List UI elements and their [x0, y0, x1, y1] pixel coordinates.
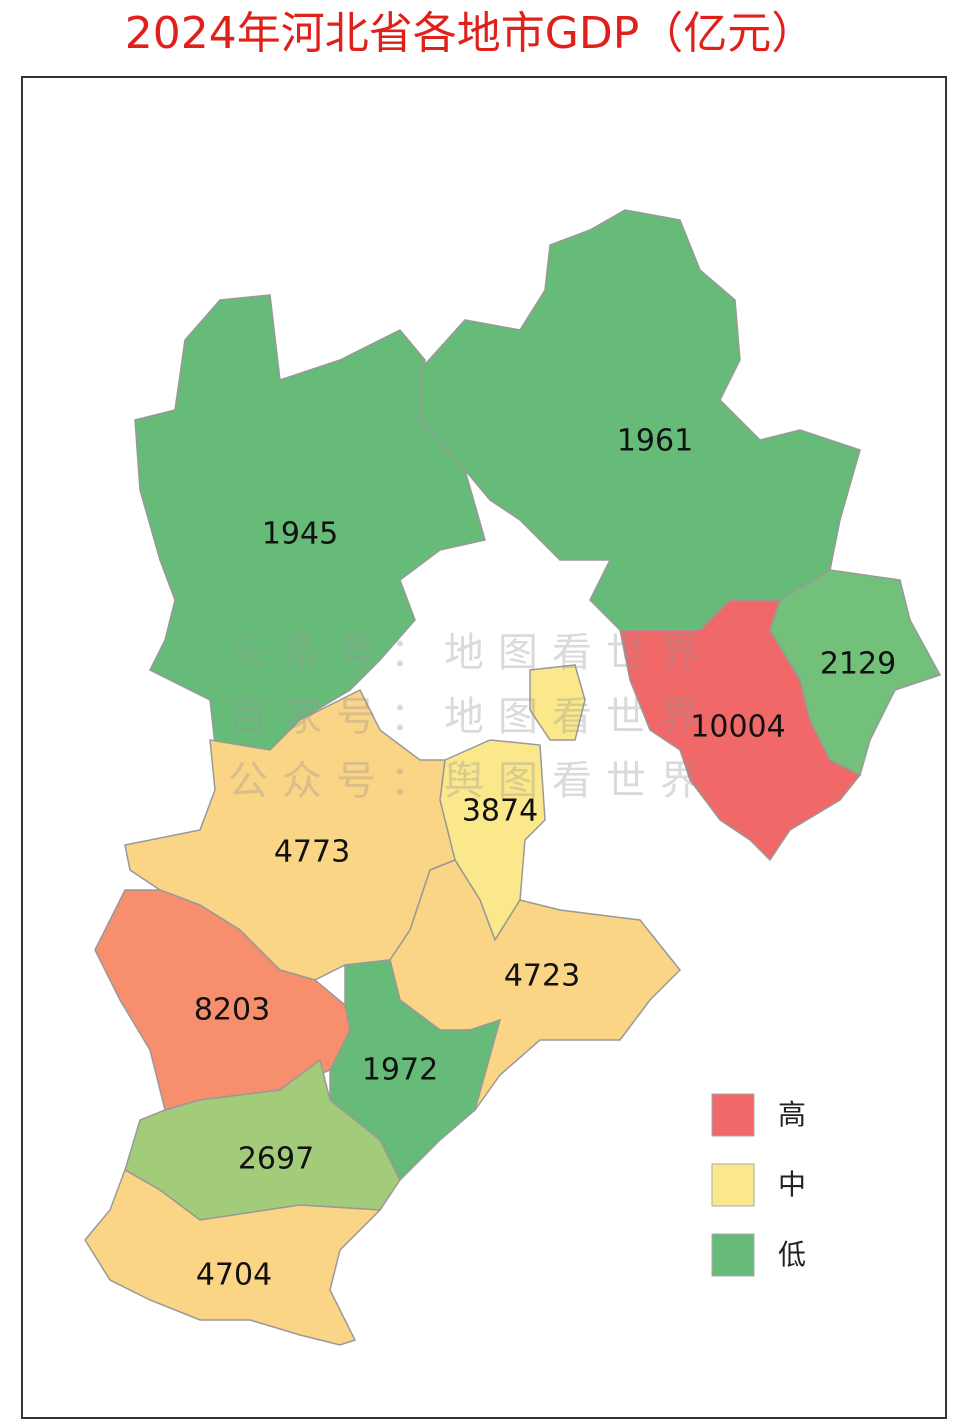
- region-value: 3874: [462, 794, 538, 829]
- region-value: 8203: [194, 993, 270, 1028]
- region: [769, 569, 942, 777]
- legend-label: 低: [778, 1238, 806, 1271]
- watermark: 百家号：地图看世界: [228, 694, 714, 740]
- region-value: 4704: [196, 1258, 272, 1293]
- watermark: 公众号：舆图看世界: [228, 758, 714, 804]
- legend-swatch: [711, 1093, 755, 1137]
- region: [529, 664, 586, 741]
- region-value: 1972: [362, 1053, 438, 1088]
- region: [134, 294, 486, 751]
- legend-swatch: [711, 1163, 755, 1207]
- legend-label: 高: [778, 1098, 806, 1131]
- region-value: 2129: [820, 647, 896, 682]
- regions: [84, 209, 942, 1346]
- region-value: 4773: [274, 835, 350, 870]
- legend-swatch: [711, 1233, 755, 1277]
- region-value: 2697: [238, 1142, 314, 1177]
- region: [329, 959, 502, 1182]
- legend-label: 中: [778, 1168, 806, 1201]
- region-value: 1961: [617, 424, 693, 459]
- region: [84, 1168, 382, 1346]
- region-value: 10004: [690, 710, 785, 745]
- title: 2024年河北省各地市GDP（亿元）: [125, 8, 816, 59]
- labels: 1945 1961 10004 2129 3874 4773 4723 8203 1972 269…: [194, 424, 896, 1293]
- region-value: 1945: [262, 517, 338, 552]
- region: [419, 209, 861, 631]
- region-value: 4723: [504, 959, 580, 994]
- watermark: 头条号：地图看世界: [228, 630, 714, 676]
- legend: 高中低: [711, 1093, 806, 1277]
